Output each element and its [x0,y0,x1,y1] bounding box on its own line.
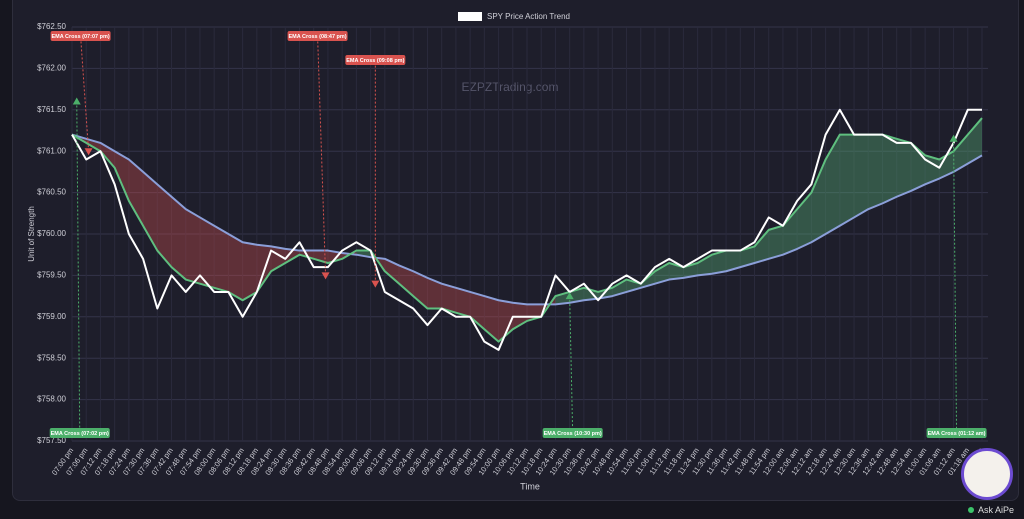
trend-fill [868,134,883,210]
annotation-box [287,31,348,41]
trend-fill [654,262,670,284]
ask-label[interactable]: Ask AiPe [977,505,1014,515]
y-tick-label: $761.00 [37,146,66,155]
trend-fill [967,118,982,164]
trend-fill [455,287,471,317]
annotation-box [50,31,111,41]
trend-fill [797,192,812,249]
trend-fill [171,196,186,280]
price-line [71,108,982,351]
legend: SPY Price Action Trend [458,12,570,21]
trend-fill [839,134,855,226]
trend-fill [214,225,229,292]
annotation-label: EMA Cross (09:08 pm) [346,58,404,64]
annotation-line [569,296,574,434]
watermark: EZPZTrading.com [462,80,559,94]
y-tick-label: $762.50 [37,22,66,31]
trend-fill [740,246,755,268]
trend-fill [896,138,911,197]
trend-fill [484,296,499,342]
annotation-box [542,428,603,438]
trend-fill [711,250,727,274]
y-tick-label: $760.50 [37,188,66,197]
assistant-avatar[interactable] [961,448,1013,500]
ema-line [71,133,983,306]
trend-fill [128,159,144,226]
trend-fill [242,242,257,301]
annotation-label: EMA Cross (01:12 am) [928,431,986,437]
trend-fill [228,234,243,301]
trend-fill [157,184,172,268]
trend-fill [470,291,485,330]
trend-fill [114,151,129,201]
trend-fill [811,159,826,243]
chart-panel [12,0,1019,501]
annotation-label: EMA Cross (10:30 pm) [544,431,602,437]
annotation-line [953,138,958,434]
annotation-marker [371,280,380,288]
annotation-marker [84,148,93,156]
annotation-marker [72,97,81,105]
annotation-marker [321,272,330,280]
ema-line [71,117,983,343]
y-tick-label: $758.00 [37,395,66,404]
legend-swatch [458,12,482,21]
annotation-label: EMA Cross (07:02 pm) [51,431,109,437]
y-tick-label: $757.50 [37,436,66,445]
trend-fill [427,277,442,309]
annotation-label: EMA Cross (08:47 pm) [288,34,346,40]
trend-fill [953,134,968,172]
y-tick-label: $759.50 [37,271,66,280]
trend-fill [441,283,456,313]
y-tick-label: $760.00 [37,229,66,238]
annotation-box [926,428,987,438]
trend-fill [726,250,741,272]
trend-fill [854,134,869,218]
annotation-line [80,35,90,152]
trend-fill [285,248,300,263]
annotation-line [76,101,81,434]
annotation-box [345,55,406,65]
trend-fill [199,217,215,288]
trend-fill [754,229,769,263]
y-tick-label: $761.50 [37,105,66,114]
annotation-box [49,428,110,438]
y-axis-title: Unit of Strength [27,206,36,262]
y-tick-label: $758.50 [37,353,66,362]
annotation-line [317,35,327,276]
x-axis-title: Time [520,481,540,491]
trend-fill [356,250,371,258]
trend-fill [384,258,400,284]
y-tick-label: $759.00 [37,312,66,321]
trend-fill [185,209,200,284]
status-dot [967,507,974,513]
ask-button[interactable]: Ask AiPe [967,505,1014,515]
annotation-marker [949,134,958,142]
annotation-label: EMA Cross (07:07 pm) [52,34,110,40]
y-tick-label: $762.00 [37,64,66,73]
trend-fill [825,134,840,234]
trend-fill [882,134,897,204]
trend-fill [399,265,414,297]
trend-fill [782,209,798,255]
annotation-marker [565,292,574,300]
trend-fill [768,225,783,259]
trend-fill [697,254,712,276]
legend-label: SPY Price Action Trend [487,12,570,21]
